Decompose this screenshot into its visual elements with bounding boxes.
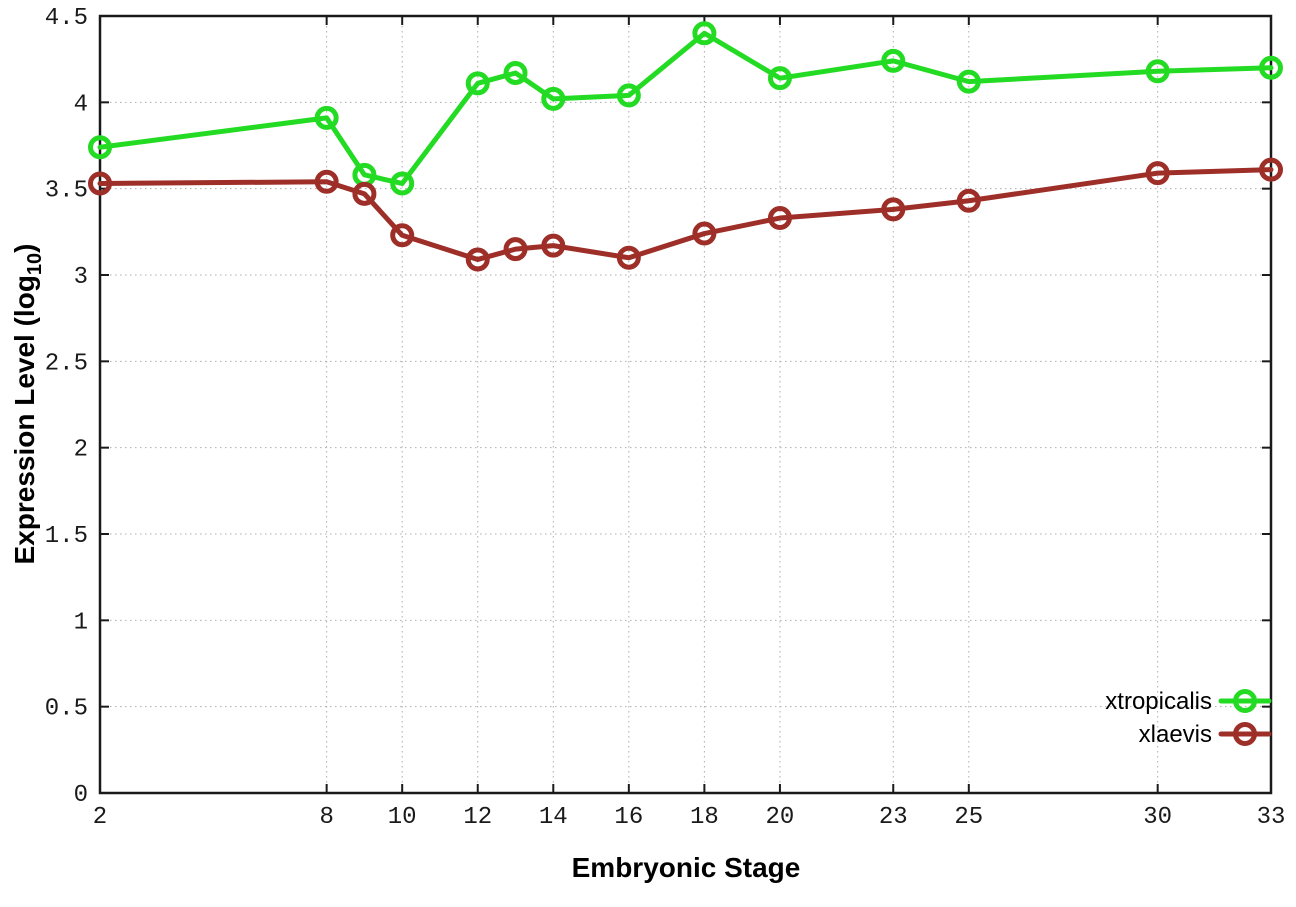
legend-label-xlaevis: xlaevis [1139,721,1212,748]
series-line-xtropicalis [97,30,1274,186]
x-tick-label: 16 [614,804,643,831]
y-tick-label: 4 [74,91,88,118]
data-point-xlaevis-stage-16 [616,245,641,270]
x-axis-title: Embryonic Stage [572,852,801,883]
data-point-xlaevis-stage-13 [503,237,528,262]
data-point-xlaevis-stage-2 [88,171,112,196]
x-tick-label: 12 [463,804,492,831]
data-point-xlaevis-stage-8 [314,169,339,194]
tick-labels: 2 8 10 12 14 16 18 20 23 25 30 33 0 0.5 1 1.5 2 2.5 3 3.5 4 4… [45,5,1286,831]
legend: xtropicalis xlaevis [1105,688,1272,748]
y-tick-label: 3 [74,264,88,291]
data-point-xtropicalis-stage-23 [881,48,906,73]
data-point-xlaevis-stage-25 [956,188,981,213]
legend-label-xtropicalis: xtropicalis [1105,688,1212,715]
y-tick-label: 3.5 [45,178,88,205]
data-series-layer [88,21,1283,272]
data-point-xtropicalis-stage-12 [465,71,490,96]
data-point-xtropicalis-stage-25 [956,69,981,94]
y-tick-label: 1 [74,609,88,636]
x-tick-label: 10 [388,804,417,831]
data-point-xlaevis-stage-33 [1259,157,1283,182]
data-point-xtropicalis-stage-16 [616,83,641,108]
grid-layer [100,16,1271,793]
data-point-xtropicalis-stage-8 [314,105,339,130]
data-point-xlaevis-stage-30 [1145,161,1170,186]
data-point-xtropicalis-stage-13 [503,60,528,85]
y-axis-title-main: Expression Level (log [9,275,40,564]
data-point-xtropicalis-stage-14 [541,86,566,111]
data-point-xtropicalis-stage-2 [88,135,112,160]
data-point-xlaevis-stage-10 [390,223,415,248]
tick-marks [99,15,1272,794]
y-axis-title-end: ) [9,244,40,253]
x-tick-label: 23 [879,804,908,831]
y-tick-label: 0 [74,782,88,809]
x-tick-label: 20 [766,804,795,831]
data-point-xlaevis-stage-20 [767,206,792,231]
y-axis-title-subscript: 10 [24,253,46,275]
plot-frame [98,14,1273,795]
x-tick-label: 30 [1143,804,1172,831]
data-point-xlaevis-stage-23 [881,197,906,222]
x-tick-label: 25 [954,804,983,831]
x-tick-label: 2 [93,804,107,831]
series-line-xlaevis [97,167,1274,262]
data-point-xtropicalis-stage-33 [1259,55,1283,80]
y-tick-label: 4.5 [45,5,88,32]
data-point-xlaevis-stage-18 [692,221,717,246]
x-tick-label: 33 [1257,804,1286,831]
y-tick-label: 0.5 [45,696,88,723]
plot-border [98,14,1273,795]
x-tick-label: 8 [319,804,333,831]
y-axis-title: Expression Level (log10) [9,244,46,565]
data-point-xtropicalis-stage-20 [767,66,792,91]
x-tick-label: 18 [690,804,719,831]
x-tick-label: 14 [539,804,568,831]
data-point-xlaevis-stage-12 [465,247,490,272]
legend-sample-marker-xtropicalis [1233,689,1257,713]
data-point-xlaevis-stage-9 [352,181,377,206]
y-tick-label: 2 [74,437,88,464]
legend-sample-marker-xlaevis [1233,722,1257,746]
data-point-xtropicalis-stage-18 [692,21,717,46]
data-point-xtropicalis-stage-30 [1145,59,1170,84]
y-tick-label: 1.5 [45,523,88,550]
data-point-xtropicalis-stage-10 [390,171,415,196]
y-tick-label: 2.5 [45,350,88,377]
data-point-xlaevis-stage-14 [541,233,566,258]
